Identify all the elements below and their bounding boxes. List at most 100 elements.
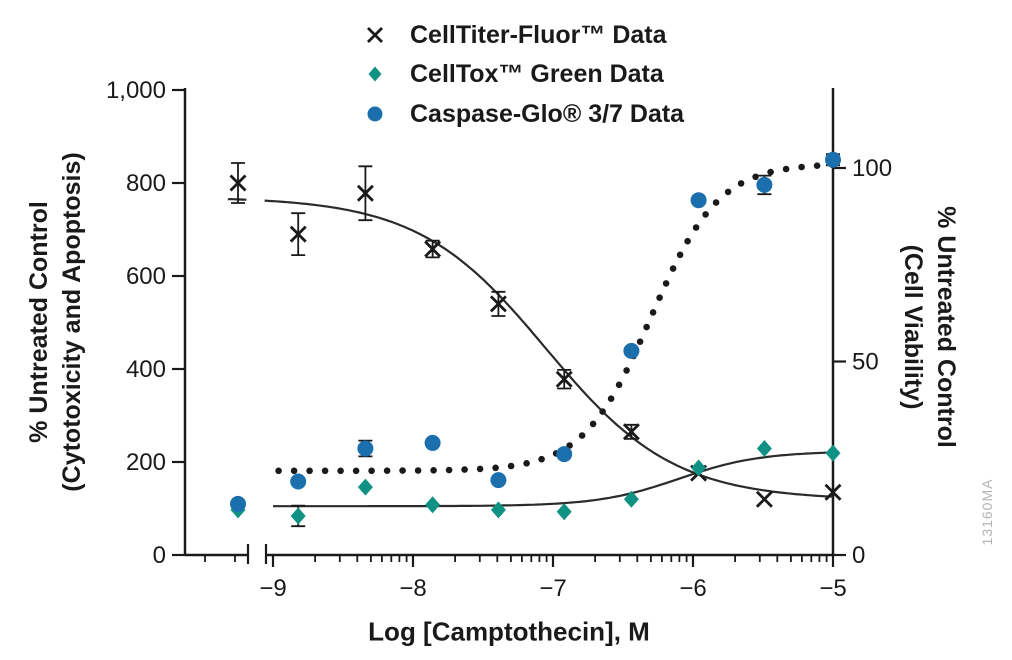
fit-dot [702, 211, 709, 218]
x-tick-label: −8 [399, 575, 426, 602]
fit-dot [589, 420, 597, 428]
fit-dot [684, 237, 691, 245]
marker-x [489, 295, 507, 313]
fit-dot [414, 467, 422, 474]
fit-curve-x [264, 199, 834, 498]
left-y-tick-label: 1,000 [106, 77, 166, 104]
fit-dot [737, 180, 745, 187]
fit-dot [656, 294, 663, 302]
fit-dot [752, 173, 759, 181]
marker-diamond [825, 444, 841, 462]
x-tick-label: −9 [259, 575, 286, 602]
marker-x [289, 225, 307, 243]
fit-dot [692, 224, 700, 231]
fit-dot [507, 462, 515, 470]
fit-dot [615, 381, 623, 389]
x-axis-title: Log [Camptothecin], M [368, 616, 650, 647]
fit-dot [599, 408, 606, 415]
fit-dot [461, 466, 468, 473]
fit-dot [712, 199, 720, 206]
marker-diamond [425, 496, 441, 514]
left-y-tick-label: 200 [126, 449, 166, 476]
marker-x [755, 490, 773, 508]
marker-x [367, 27, 383, 43]
marker-diamond [623, 490, 639, 508]
right-y-axis-title-line1: % Untreated Control [932, 206, 960, 448]
fit-dot [352, 467, 360, 475]
fit-dot [337, 467, 344, 475]
fit-dot [492, 464, 499, 472]
marker-diamond [290, 507, 306, 525]
left-y-tick-label: 400 [126, 356, 166, 383]
fit-dot [476, 465, 484, 473]
fit-curve-diamond [273, 451, 834, 508]
fit-dot [798, 163, 805, 171]
x-tick-label: −5 [819, 575, 846, 602]
fit-dot [399, 467, 406, 474]
fit-dot [445, 466, 453, 474]
legend-item-celltox-green: CellTox™ Green Data [410, 60, 664, 88]
marker-circle [424, 434, 441, 451]
fit-dot [636, 338, 644, 346]
legend-item-celltiter-fluor: CellTiter-Fluor™ Data [410, 21, 667, 49]
marker-circle [556, 446, 573, 463]
left-y-tick-label: 0 [153, 542, 166, 569]
fit-dot [676, 251, 684, 259]
x-tick-label: −7 [539, 575, 566, 602]
fit-dot [643, 323, 650, 331]
marker-circle [490, 472, 507, 489]
marker-x [356, 184, 374, 202]
fit-dot [368, 467, 375, 475]
left-y-axis-title-line2: (Cytotoxicity and Apoptosis) [58, 152, 86, 492]
marker-x [424, 240, 442, 258]
right-y-tick-label: 0 [852, 542, 865, 569]
marker-circle [825, 151, 841, 168]
fit-dot [767, 168, 774, 176]
marker-x [824, 483, 842, 501]
left-y-tick-label: 800 [126, 170, 166, 197]
marker-circle [367, 106, 383, 122]
fit-dot [623, 367, 630, 374]
right-y-tick-label: 100 [852, 155, 892, 182]
marker-diamond [490, 501, 506, 519]
fit-dot [275, 467, 282, 475]
figure-id-watermark: 13160MA [979, 478, 995, 546]
axis-frame [183, 88, 835, 557]
fit-dot [607, 395, 615, 403]
marker-x [555, 370, 573, 388]
fit-dot [662, 280, 670, 287]
fit-dot [538, 455, 545, 463]
fit-dot [430, 467, 437, 474]
marker-diamond [368, 66, 382, 82]
x-axis-break-marks [246, 544, 268, 564]
fit-dot [578, 432, 586, 439]
marker-diamond [556, 503, 572, 521]
right-y-axis-title: % Untreated Control (Cell Viability) [896, 0, 962, 660]
fit-dot [321, 467, 329, 475]
marker-circle [690, 192, 707, 209]
fit-dot [383, 467, 391, 475]
fit-dot [290, 467, 298, 475]
fit-dot [724, 188, 732, 196]
fit-dot [813, 162, 821, 169]
marker-circle [290, 473, 307, 490]
left-y-axis-title-line1: % Untreated Control [25, 201, 53, 443]
left-y-axis-title: % Untreated Control (Cytotoxicity and Ap… [23, 0, 89, 660]
marker-circle [230, 495, 246, 512]
marker-diamond [357, 478, 373, 496]
right-y-tick-label: 50 [852, 349, 879, 376]
marker-diamond [691, 459, 707, 477]
x-tick-label: −6 [679, 575, 706, 602]
legend-item-caspase-glo: Caspase-Glo® 3/7 Data [410, 100, 685, 128]
marker-diamond [756, 440, 772, 458]
left-y-tick-label: 600 [126, 263, 166, 290]
marker-circle [623, 342, 640, 359]
fit-dot [306, 467, 313, 475]
fit-dot [782, 165, 790, 173]
right-y-axis-title-line2: (Cell Viability) [899, 244, 927, 410]
fit-dot [649, 309, 657, 316]
marker-circle [357, 440, 374, 457]
fit-dot [669, 265, 677, 272]
